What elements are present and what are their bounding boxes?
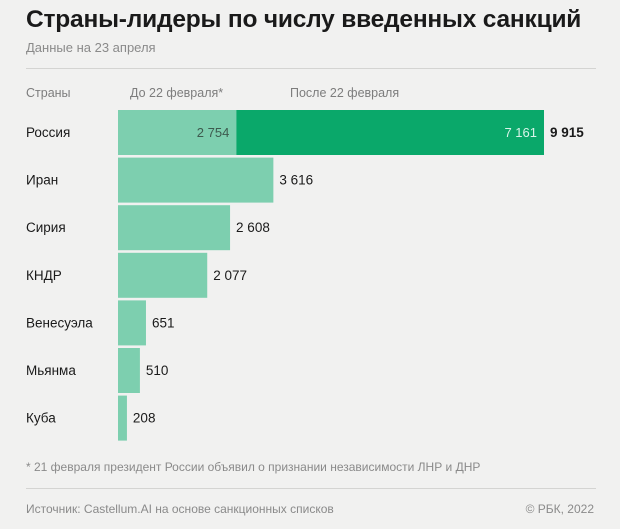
bottom-divider	[26, 488, 596, 489]
bar-segment	[118, 205, 231, 251]
column-header-countries: Страны	[26, 86, 71, 100]
total-value-label: 2 077	[213, 268, 247, 283]
bar-chart: Россия 2 754 7 161 9 915 Иран 3 616 Сирия 2 608…	[26, 110, 584, 441]
total-value-label: 510	[146, 363, 169, 378]
category-label: Куба	[26, 411, 56, 426]
column-header-after: После 22 февраля	[290, 86, 400, 100]
total-value-label: 2 608	[236, 220, 270, 235]
segment-value-label: 7 161	[504, 125, 537, 140]
bar-segment	[118, 157, 274, 203]
bar-segment	[118, 348, 140, 393]
copyright: © РБК, 2022	[525, 502, 594, 516]
bar-segment	[118, 110, 237, 155]
source-note: Источник: Castellum.AI на основе санкцио…	[26, 502, 334, 516]
total-value-label: 3 616	[279, 173, 313, 188]
bar-segment	[118, 252, 208, 298]
column-header-before: До 22 февраля*	[130, 86, 224, 100]
footnote: * 21 февраля президент России объявил о …	[26, 460, 481, 474]
category-label: Иран	[26, 173, 58, 188]
chart-subtitle: Данные на 23 апреля	[26, 40, 156, 55]
bar-segment	[118, 300, 146, 346]
bar-segment	[118, 395, 127, 441]
chart-title: Страны-лидеры по числу введенных санкций	[26, 6, 582, 33]
category-label: Сирия	[26, 220, 66, 235]
category-label: КНДР	[26, 268, 62, 283]
total-value-label: 651	[152, 315, 175, 330]
total-value-label: 208	[133, 411, 156, 426]
category-label: Мьянма	[26, 363, 76, 378]
total-value-label: 9 915	[550, 125, 584, 140]
category-label: Россия	[26, 125, 70, 140]
segment-value-label: 2 754	[197, 125, 230, 140]
bar-segment	[236, 110, 544, 155]
top-divider	[26, 68, 596, 69]
category-label: Венесуэла	[26, 315, 93, 330]
